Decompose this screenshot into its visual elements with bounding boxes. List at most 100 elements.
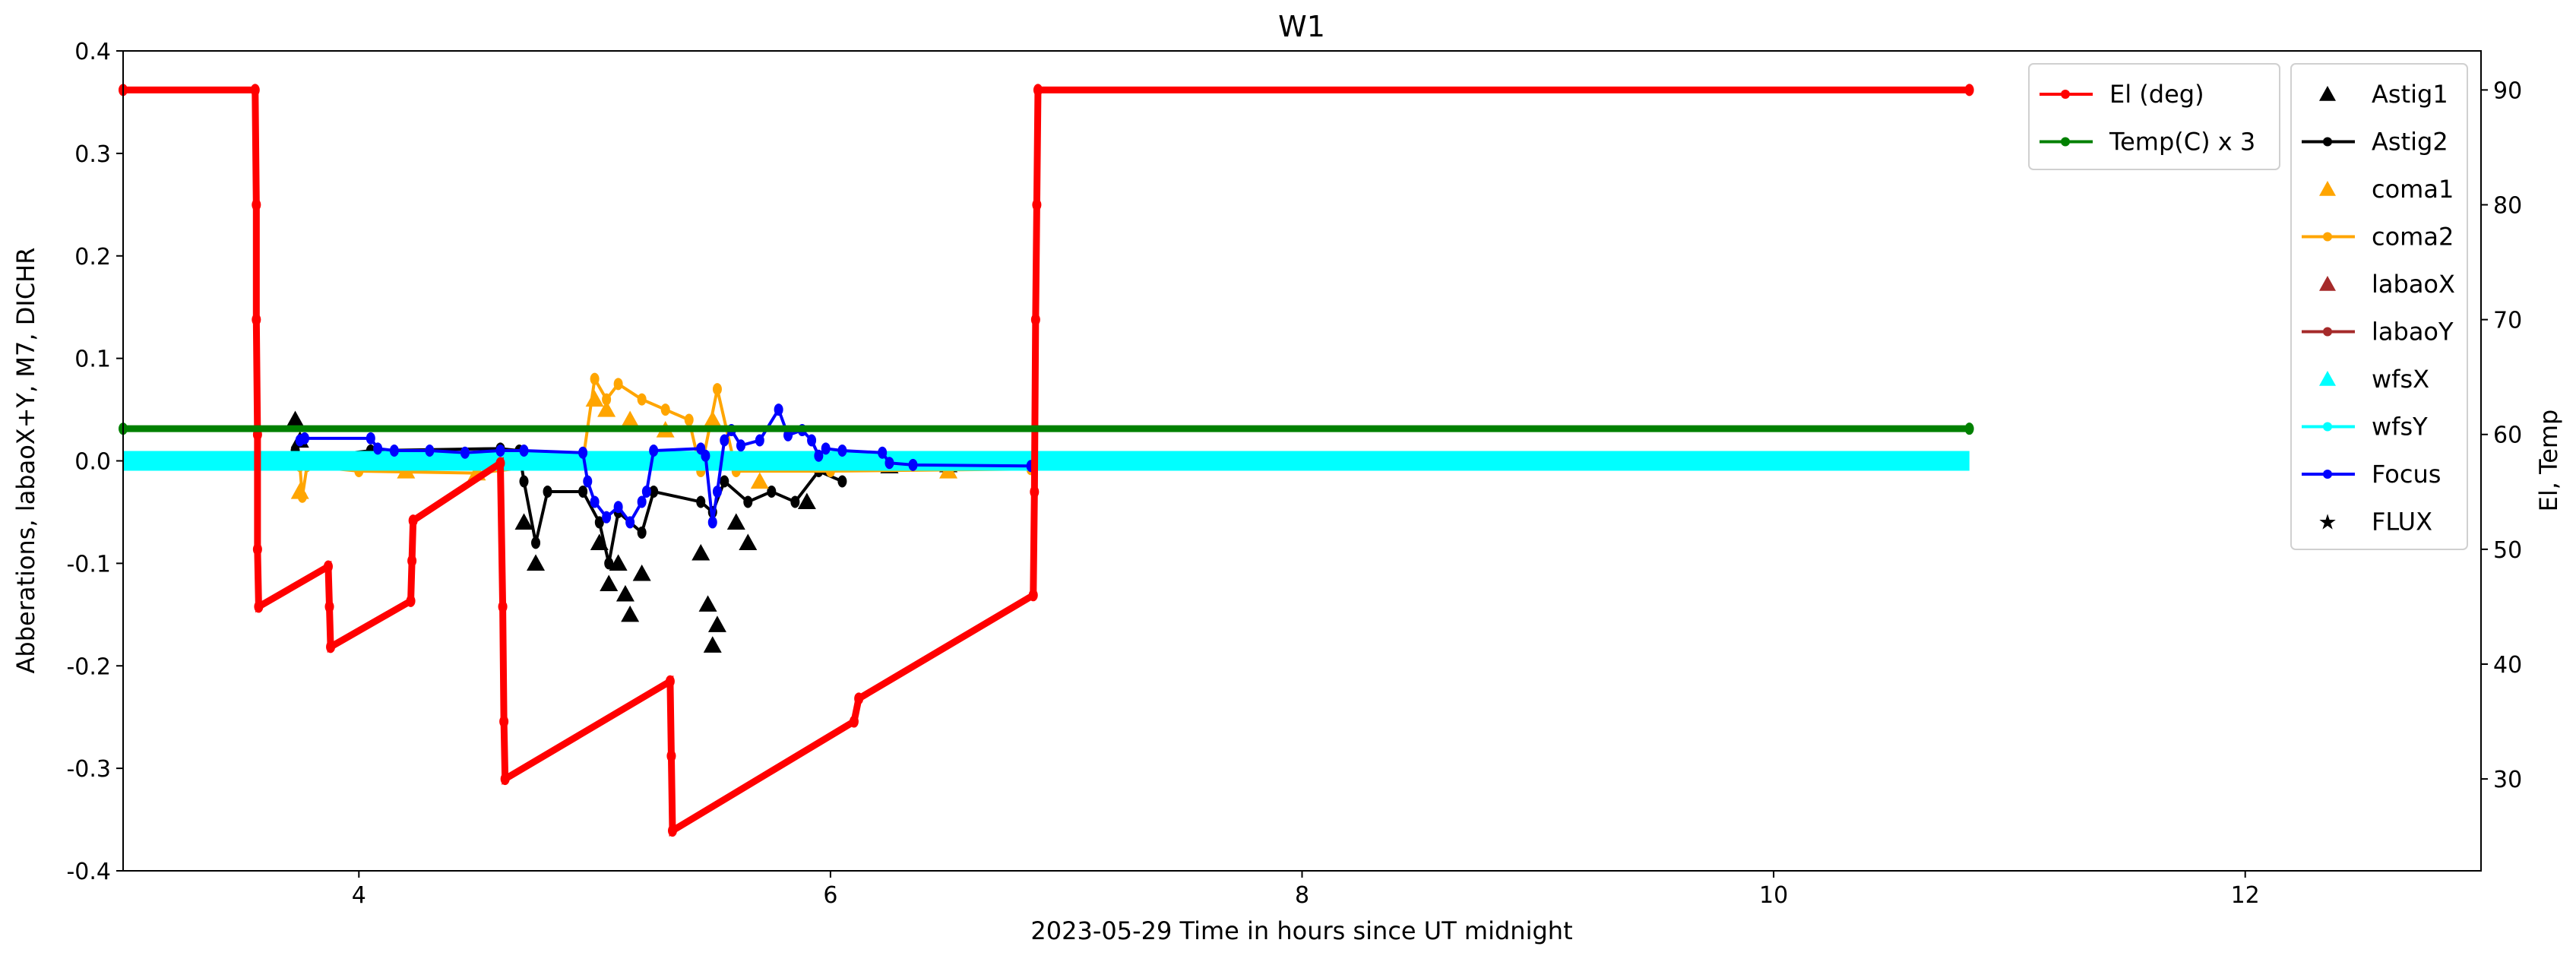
data-point xyxy=(500,773,510,786)
y-tick-label: 0.4 xyxy=(74,39,111,65)
data-point xyxy=(726,513,745,530)
legend-label: labaoY xyxy=(2372,318,2454,347)
y2-tick-label: 40 xyxy=(2493,652,2522,679)
data-point xyxy=(707,615,726,632)
data-point xyxy=(604,557,614,570)
data-point xyxy=(543,485,552,498)
data-point xyxy=(1964,422,1974,435)
legend-label: El (deg) xyxy=(2109,80,2204,109)
data-point xyxy=(499,715,509,728)
legend-entry: ★ FLUX xyxy=(2318,508,2432,536)
x-tick-label: 12 xyxy=(2231,882,2260,909)
data-point xyxy=(286,410,305,428)
data-point xyxy=(767,485,777,498)
data-point xyxy=(720,475,729,488)
data-point xyxy=(701,449,710,462)
y-tick-label: 0.1 xyxy=(74,347,111,373)
data-point xyxy=(583,475,593,488)
data-point xyxy=(460,446,470,459)
data-point xyxy=(323,560,333,573)
data-point xyxy=(649,485,659,498)
data-point xyxy=(590,495,600,508)
y-tick-label: 0.0 xyxy=(74,449,111,476)
legend-label: wfsX xyxy=(2372,365,2429,394)
legend-entry: coma2 xyxy=(2302,223,2454,252)
data-point xyxy=(602,511,612,524)
data-point xyxy=(254,600,264,613)
y2-tick-label: 60 xyxy=(2493,422,2522,449)
data-point xyxy=(666,749,676,762)
legend-label: coma2 xyxy=(2372,223,2454,252)
data-point xyxy=(373,442,383,455)
data-point xyxy=(531,536,541,549)
data-point xyxy=(519,445,529,457)
data-point xyxy=(854,692,864,705)
y-tick-label: -0.3 xyxy=(66,756,111,783)
data-point xyxy=(637,495,647,508)
y-tick-label: 0.3 xyxy=(74,141,111,168)
data-point xyxy=(849,715,859,728)
series-line xyxy=(123,86,1970,837)
legend-entry: El (deg) xyxy=(2040,80,2204,109)
data-point xyxy=(406,594,416,607)
data-point xyxy=(908,458,918,471)
data-point xyxy=(637,526,647,539)
y2-tick-label: 90 xyxy=(2493,78,2522,104)
data-point xyxy=(407,554,417,567)
series-coma1 xyxy=(290,390,958,499)
y2-tick-label: 30 xyxy=(2493,767,2522,793)
data-point xyxy=(790,495,800,508)
legend-dot-icon xyxy=(2323,422,2332,432)
data-point xyxy=(712,383,722,396)
data-point xyxy=(425,445,435,457)
series-line xyxy=(298,374,1031,498)
data-point xyxy=(252,543,262,555)
data-point xyxy=(649,445,659,457)
data-point xyxy=(885,457,894,470)
data-point xyxy=(736,439,745,452)
legend-entry: Astig1 xyxy=(2319,80,2448,109)
legend-secondary: Astig1 Astig2 coma1 coma2 labaoX labaoY wfsX wf… xyxy=(2290,63,2468,550)
data-point xyxy=(821,442,831,455)
data-point xyxy=(252,198,261,211)
legend-entry: labaoY xyxy=(2302,318,2454,347)
legend-label: wfsY xyxy=(2372,413,2428,441)
data-point xyxy=(613,501,623,514)
data-point xyxy=(750,472,769,489)
data-point xyxy=(814,449,824,462)
legend-entry: coma1 xyxy=(2319,175,2454,204)
data-point xyxy=(1032,198,1042,211)
data-point xyxy=(684,413,694,426)
data-point xyxy=(837,445,847,457)
legend-dot-icon xyxy=(2323,137,2332,147)
data-point xyxy=(774,403,783,416)
data-point xyxy=(609,554,628,571)
data-point xyxy=(1964,84,1974,97)
legend-label: Focus xyxy=(2372,460,2441,489)
data-point xyxy=(613,378,623,391)
legend-dot-icon xyxy=(2061,90,2070,99)
legend-entry: Focus xyxy=(2302,460,2441,489)
data-point xyxy=(632,564,651,581)
legend-entry: wfsY xyxy=(2302,413,2428,441)
legend-entry: Temp(C) x 3 xyxy=(2040,128,2255,157)
legend-triangle-icon xyxy=(2319,276,2336,291)
legend-label: Astig2 xyxy=(2372,128,2448,157)
data-point xyxy=(1030,486,1040,498)
data-point xyxy=(1028,589,1038,602)
x-tick-label: 6 xyxy=(823,882,837,909)
data-point xyxy=(807,434,817,447)
data-point xyxy=(703,636,722,653)
y-tick-label: -0.4 xyxy=(66,859,111,885)
legend-star-icon: ★ xyxy=(2318,510,2337,535)
data-point xyxy=(616,584,635,602)
data-point xyxy=(250,84,260,97)
data-point xyxy=(621,410,640,428)
data-point xyxy=(389,445,399,457)
data-point xyxy=(252,313,261,326)
data-point xyxy=(1030,313,1040,326)
series-temp-c-x-3 xyxy=(119,422,1974,435)
data-point xyxy=(578,446,588,459)
data-point xyxy=(660,403,670,416)
